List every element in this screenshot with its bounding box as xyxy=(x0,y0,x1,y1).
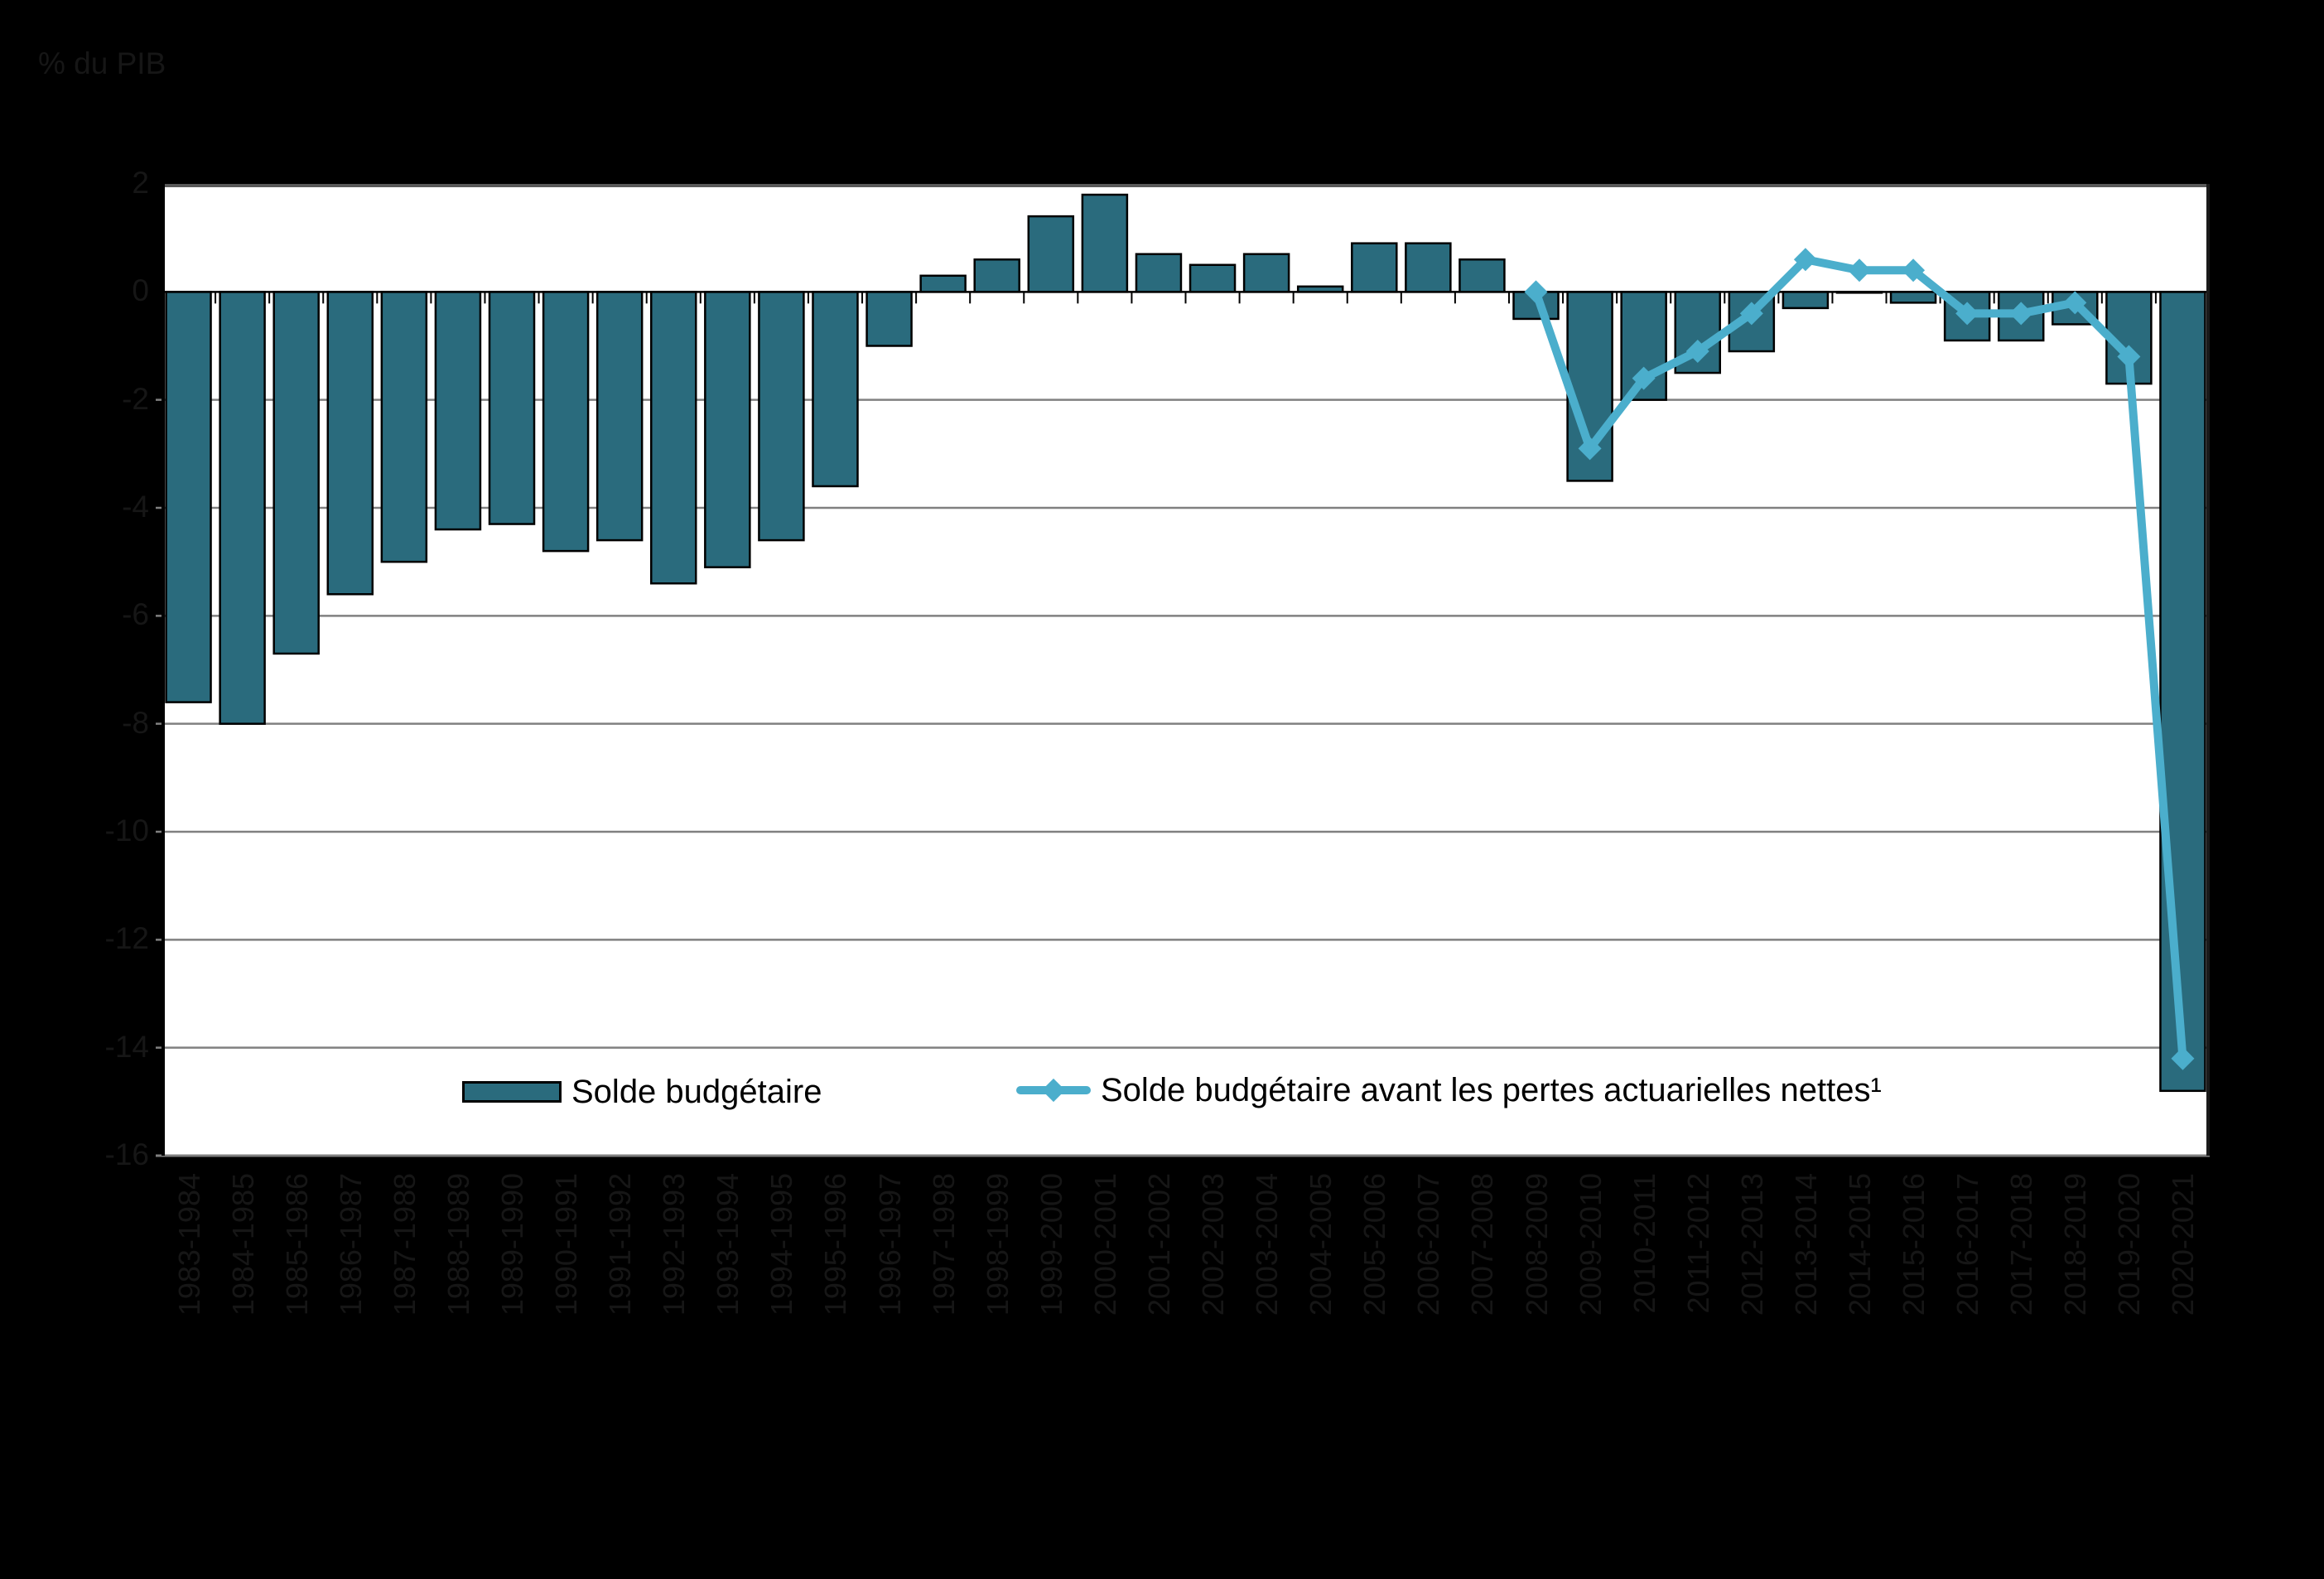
x-axis-label: 2017-2018 xyxy=(2004,1173,2039,1316)
x-axis-label: 2014-2015 xyxy=(1842,1173,1877,1316)
bar xyxy=(650,291,697,585)
bar xyxy=(219,291,266,725)
legend-bar-swatch xyxy=(462,1081,562,1103)
x-axis-label: 1985-1986 xyxy=(279,1173,314,1316)
x-axis-label: 2015-2016 xyxy=(1897,1173,1931,1316)
bar xyxy=(1566,291,1613,482)
line-marker xyxy=(1793,248,1817,272)
x-axis-label: 1997-1998 xyxy=(926,1173,961,1316)
x-axis-label: 1989-1990 xyxy=(495,1173,529,1316)
x-axis-label: 2006-2007 xyxy=(1411,1173,1446,1316)
bar xyxy=(1782,291,1830,310)
y-axis-label: -14 xyxy=(104,1029,149,1064)
x-axis-label: 1991-1992 xyxy=(603,1173,638,1316)
y-axis-label: 0 xyxy=(132,273,149,308)
bar xyxy=(1242,253,1290,293)
legend-diamond-icon xyxy=(1041,1078,1066,1103)
legend-item-solde-avant-pertes: Solde budgétaire avant les pertes actuar… xyxy=(1016,1070,1882,1111)
bar xyxy=(2159,291,2206,1093)
line-marker xyxy=(2063,291,2087,315)
x-axis-label: 1998-1999 xyxy=(980,1173,1015,1316)
bar xyxy=(1459,258,1506,293)
line-marker xyxy=(2009,302,2033,326)
line-marker xyxy=(1632,366,1656,390)
bar xyxy=(865,291,913,347)
bar xyxy=(1405,242,1452,293)
bar xyxy=(1081,193,1129,293)
x-axis-label: 2000-2001 xyxy=(1087,1173,1122,1316)
x-axis-label: 1983-1984 xyxy=(171,1173,206,1316)
x-axis-label: 2011-2012 xyxy=(1680,1173,1715,1314)
x-axis-label: 2004-2005 xyxy=(1304,1173,1338,1316)
x-axis-label: 2016-2017 xyxy=(1950,1173,1985,1316)
y-axis-unit-label: % du PIB xyxy=(38,46,166,80)
bar xyxy=(812,291,859,488)
legend-item-solde-budgetaire: Solde budgétaire xyxy=(462,1071,822,1113)
x-axis-label: 1986-1987 xyxy=(333,1173,368,1316)
y-axis-label: -8 xyxy=(122,705,149,740)
line-marker xyxy=(1955,302,1979,326)
x-axis-label: 2019-2020 xyxy=(2112,1173,2147,1316)
bar xyxy=(1189,263,1237,293)
y-axis-label: -4 xyxy=(122,490,149,524)
x-axis-label: 2010-2011 xyxy=(1627,1173,1661,1314)
x-axis-label: 2005-2006 xyxy=(1357,1173,1392,1316)
x-axis-label: 2020-2021 xyxy=(2166,1173,2201,1316)
line-marker xyxy=(1847,258,1871,282)
bar xyxy=(595,291,644,542)
x-axis-label: 1988-1989 xyxy=(441,1173,475,1316)
x-axis-label: 2002-2003 xyxy=(1196,1173,1231,1316)
y-axis-label: -6 xyxy=(122,597,149,632)
line-marker xyxy=(1739,302,1763,326)
x-axis-label: 1984-1985 xyxy=(225,1173,260,1316)
y-axis-label: 2 xyxy=(132,166,149,200)
bar xyxy=(380,291,428,563)
x-axis-label: 1993-1994 xyxy=(711,1173,745,1316)
x-axis-label: 1994-1995 xyxy=(764,1173,799,1316)
x-axis-label: 2012-2013 xyxy=(1734,1173,1769,1316)
legend-bar-label: Solde budgétaire xyxy=(571,1073,822,1110)
y-axis-label: -12 xyxy=(104,921,149,956)
bar xyxy=(919,274,967,293)
legend-line-swatch xyxy=(1016,1078,1091,1103)
bar xyxy=(326,291,374,596)
x-axis-label: 1996-1997 xyxy=(872,1173,907,1316)
bar xyxy=(542,291,590,553)
line-marker xyxy=(1685,340,1709,364)
y-axis-label: -10 xyxy=(104,814,149,847)
x-axis-label: 2001-2002 xyxy=(1141,1173,1176,1316)
x-axis-label: 1999-2000 xyxy=(1034,1173,1068,1316)
x-axis-label: 1987-1988 xyxy=(387,1173,422,1316)
x-axis-label: 2018-2019 xyxy=(2058,1173,2093,1316)
x-axis-label: 1990-1991 xyxy=(549,1173,584,1316)
bar xyxy=(1027,215,1075,293)
bar xyxy=(1351,242,1398,293)
x-axis-label: 2007-2008 xyxy=(1465,1173,1500,1316)
bar xyxy=(272,291,320,655)
bar xyxy=(434,291,482,531)
bar xyxy=(1889,291,1937,304)
bar xyxy=(704,291,751,568)
line-marker xyxy=(2117,345,2141,369)
x-axis-label: 2003-2004 xyxy=(1250,1173,1285,1316)
line-marker xyxy=(1524,280,1548,304)
y-axis-label: -16 xyxy=(104,1137,149,1171)
line-marker xyxy=(1902,258,1926,282)
line-marker xyxy=(1578,437,1602,461)
y-axis-label: -2 xyxy=(122,381,149,416)
x-axis-label: 1992-1993 xyxy=(657,1173,692,1316)
x-axis-label: 2009-2010 xyxy=(1573,1173,1608,1316)
line-marker xyxy=(2171,1046,2195,1070)
bar xyxy=(973,258,1020,293)
bar xyxy=(1135,253,1183,293)
x-axis-label: 2008-2009 xyxy=(1519,1173,1554,1316)
legend-line-label: Solde budgétaire avant les pertes actuar… xyxy=(1101,1071,1882,1108)
x-axis-label: 1995-1996 xyxy=(818,1173,853,1316)
x-axis-label: 2013-2014 xyxy=(1788,1173,1823,1316)
bar xyxy=(758,291,805,542)
bar xyxy=(488,291,536,525)
bar xyxy=(165,291,212,703)
